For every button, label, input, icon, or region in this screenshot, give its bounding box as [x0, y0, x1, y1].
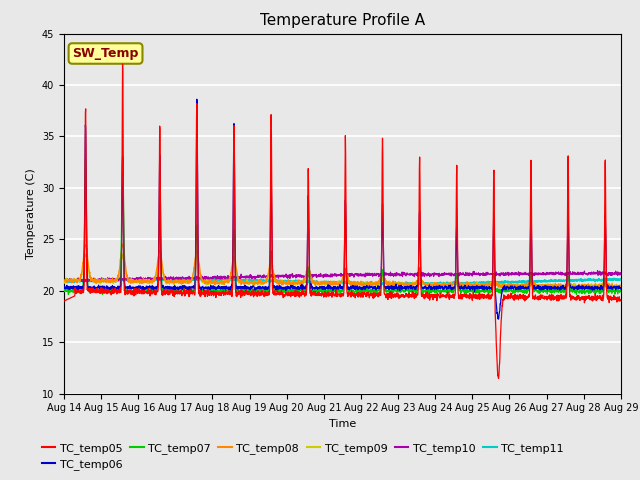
Title: Temperature Profile A: Temperature Profile A — [260, 13, 425, 28]
Text: SW_Temp: SW_Temp — [72, 47, 139, 60]
Legend: TC_temp05, TC_temp06, TC_temp07, TC_temp08, TC_temp09, TC_temp10, TC_temp11: TC_temp05, TC_temp06, TC_temp07, TC_temp… — [38, 438, 568, 474]
Y-axis label: Temperature (C): Temperature (C) — [26, 168, 36, 259]
X-axis label: Time: Time — [329, 419, 356, 429]
